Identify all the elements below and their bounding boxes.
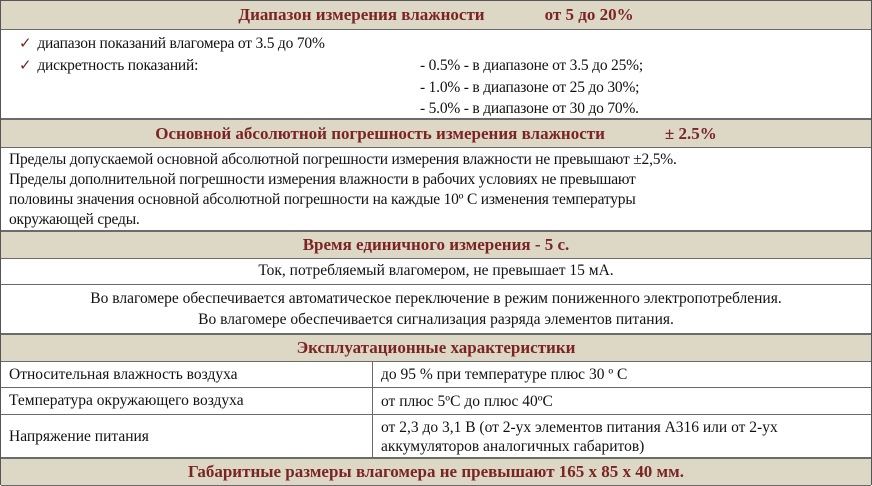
list-item: диапазон показаний влагомера от 3.5 до 7…	[37, 35, 325, 52]
error-value: ± 2.5%	[664, 123, 717, 143]
error-title: Основной абсолютной погрешность измерени…	[155, 123, 605, 143]
param-name: Температура окружающего воздуха	[9, 392, 244, 409]
list-item: дискретность показаний:	[37, 57, 199, 74]
param-value: от плюс 5ºС до плюс 40ºС	[372, 388, 871, 414]
discreteness-item: - 0.5% - в диапазоне от 3.5 до 25%;	[420, 57, 643, 74]
paragraph-line: Пределы допускаемой основной абсолютной …	[9, 151, 677, 168]
check-icon: ✓	[19, 36, 32, 52]
range-value: от 5 до 20%	[544, 5, 634, 24]
operating-title: Эксплуатационные характеристики	[296, 338, 576, 357]
notes-row: Во влагомере обеспечивается автоматическ…	[1, 285, 871, 335]
dimensions-title: Габаритные размеры влагомера не превышаю…	[188, 462, 684, 481]
current-text: Ток, потребляемый влагомером, не превыша…	[258, 262, 614, 279]
paragraph-line: Пределы дополнительной погрешности измер…	[9, 171, 636, 188]
table-row: Температура окружающего воздуха от плюс …	[1, 388, 871, 415]
range-section: ✓ диапазон показаний влагомера от 3.5 до …	[1, 30, 871, 120]
table-row: Относительная влажность воздуха до 95 % …	[1, 362, 871, 388]
error-section: Пределы допускаемой основной абсолютной …	[1, 148, 871, 232]
param-name: Напряжение питания	[9, 428, 149, 445]
current-row: Ток, потребляемый влагомером, не превыша…	[1, 259, 871, 285]
range-header: Диапазон измерения влажности от 5 до 20%	[1, 1, 871, 30]
param-value: до 95 % при температуре плюс 30 º С	[372, 362, 871, 387]
discreteness-item: - 1.0% - в диапазоне от 25 до 30%;	[420, 79, 640, 96]
operating-header: Эксплуатационные характеристики	[1, 333, 871, 362]
check-icon: ✓	[19, 58, 32, 74]
paragraph-line: окружающей среды.	[9, 211, 140, 228]
time-title: Время единичного измерения - 5 с.	[302, 235, 570, 254]
table-row: Напряжение питания от 2,3 до 3,1 В (от 2…	[1, 415, 871, 459]
param-value: от 2,3 до 3,1 В (от 2-ух элементов питан…	[372, 415, 871, 459]
note-line: Во влагомере обеспечивается сигнализация…	[198, 311, 674, 328]
time-header: Время единичного измерения - 5 с.	[1, 230, 871, 259]
dimensions-footer: Габаритные размеры влагомера не превышаю…	[1, 457, 871, 486]
paragraph-line: половины значения основной абсолютной по…	[9, 191, 636, 208]
error-header: Основной абсолютной погрешность измерени…	[1, 118, 871, 148]
discreteness-item: - 5.0% - в диапазоне от 30 до 70%.	[420, 100, 639, 117]
param-name: Относительная влажность воздуха	[9, 365, 238, 383]
note-line: Во влагомере обеспечивается автоматическ…	[90, 290, 782, 307]
range-title: Диапазон измерения влажности	[238, 5, 485, 24]
